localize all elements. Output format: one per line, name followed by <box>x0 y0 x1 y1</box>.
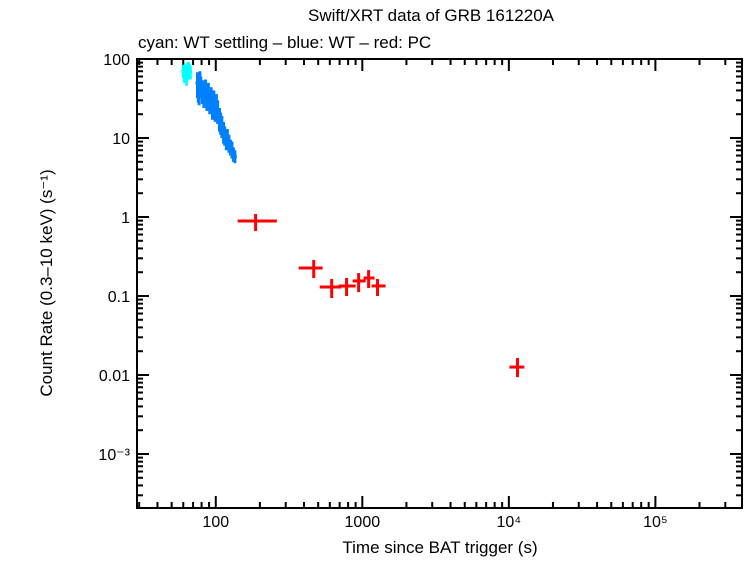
data-point <box>363 270 375 289</box>
data-point <box>338 277 356 296</box>
y-tick-label: 10⁻³ <box>98 447 130 464</box>
data-point <box>237 214 277 231</box>
y-tick-label: 0.1 <box>108 289 130 306</box>
y-tick-label: 1 <box>121 210 130 227</box>
data-point <box>509 358 525 378</box>
data-point <box>298 259 323 278</box>
y-tick-label: 0.01 <box>99 368 130 385</box>
y-tick-label: 10 <box>112 131 130 148</box>
x-tick-label: 10⁵ <box>643 514 667 531</box>
plot-frame <box>136 58 743 509</box>
y-tick-label: 100 <box>103 52 130 69</box>
chart-title: Swift/XRT data of GRB 161220A <box>308 6 555 25</box>
chart-subtitle: cyan: WT settling – blue: WT – red: PC <box>138 33 431 52</box>
x-tick-label: 1000 <box>345 514 381 531</box>
data-point <box>319 279 342 298</box>
x-axis-label: Time since BAT trigger (s) <box>342 538 537 557</box>
x-tick-label: 100 <box>202 514 229 531</box>
y-axis-label: Count Rate (0.3–10 keV) (s⁻¹) <box>37 169 56 396</box>
data-point <box>352 273 366 293</box>
data-point <box>232 150 237 164</box>
data-point <box>371 279 386 296</box>
data-point <box>188 65 193 80</box>
x-tick-label: 10⁴ <box>497 514 522 531</box>
